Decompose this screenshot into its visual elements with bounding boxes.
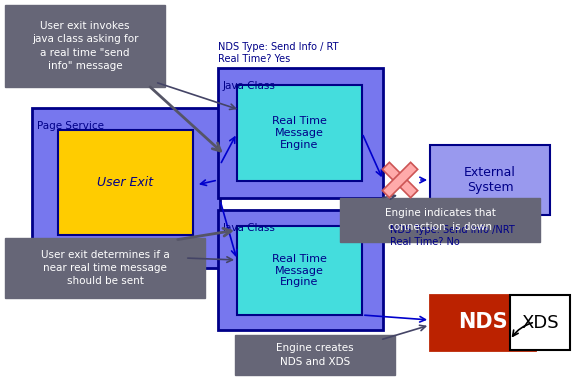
- Polygon shape: [382, 162, 418, 198]
- FancyArrowPatch shape: [177, 228, 231, 240]
- Text: NDS: NDS: [458, 312, 508, 333]
- Text: User exit invokes
java class asking for
a real time "send
info" message: User exit invokes java class asking for …: [32, 21, 138, 71]
- Text: Java Class: Java Class: [223, 81, 276, 91]
- Bar: [5, 5, 165, 87]
- Bar: [237, 226, 362, 315]
- Text: Real Time
Message
Engine: Real Time Message Engine: [272, 117, 327, 150]
- Bar: [430, 295, 535, 350]
- Text: XDS: XDS: [521, 314, 559, 331]
- FancyArrowPatch shape: [150, 87, 220, 151]
- FancyArrowPatch shape: [383, 194, 396, 199]
- Bar: [218, 210, 383, 330]
- Bar: [5, 238, 205, 298]
- Text: Engine indicates that
connection  is down: Engine indicates that connection is down: [385, 208, 495, 232]
- Text: Page Service: Page Service: [37, 121, 104, 131]
- Polygon shape: [382, 162, 418, 198]
- Text: User exit determines if a
near real time message
should be sent: User exit determines if a near real time…: [41, 250, 169, 286]
- Bar: [235, 335, 395, 375]
- Bar: [430, 145, 550, 215]
- FancyArrowPatch shape: [188, 257, 233, 263]
- Text: NDS Type: Send Info / RT
Real Time? Yes: NDS Type: Send Info / RT Real Time? Yes: [218, 42, 339, 64]
- FancyArrowPatch shape: [158, 83, 235, 109]
- Text: User Exit: User Exit: [97, 176, 154, 189]
- Bar: [218, 68, 383, 198]
- Text: Engine creates
NDS and XDS: Engine creates NDS and XDS: [276, 343, 354, 367]
- Text: Java Class: Java Class: [223, 223, 276, 233]
- Bar: [340, 198, 540, 242]
- FancyArrowPatch shape: [383, 325, 426, 339]
- Bar: [510, 295, 570, 350]
- Bar: [58, 130, 193, 235]
- Text: NDS Type: Send Info /NRT
Real Time? No: NDS Type: Send Info /NRT Real Time? No: [390, 225, 515, 247]
- Text: Real Time
Message
Engine: Real Time Message Engine: [272, 254, 327, 287]
- Bar: [32, 108, 220, 268]
- Text: External
System: External System: [464, 166, 516, 194]
- Bar: [237, 85, 362, 181]
